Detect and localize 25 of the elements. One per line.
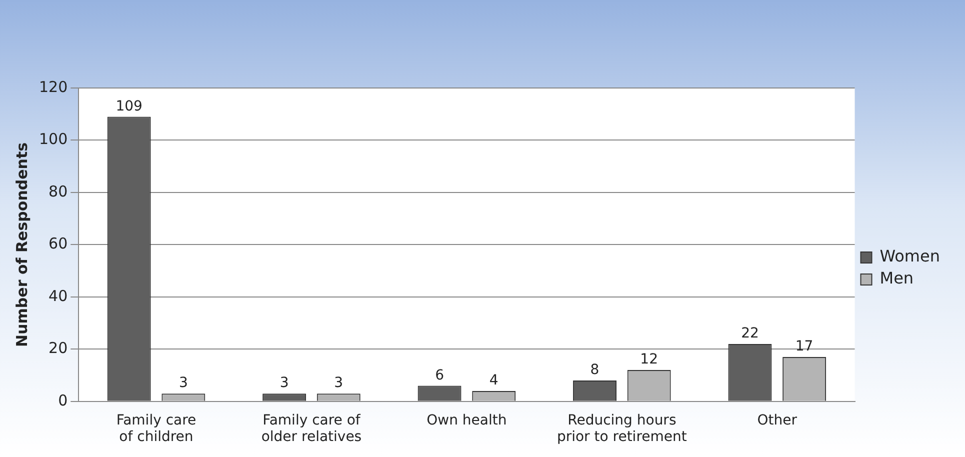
y-tick-label: 100 [38,130,68,148]
data-label: 8 [590,362,600,378]
y-tick-label: 80 [48,182,68,200]
x-tick-label: Family care of children [116,412,196,446]
y-axis-title: Number of Respondents [12,142,31,347]
x-tick-label: Reducing hours prior to retirement [556,412,688,446]
data-label: 17 [795,338,814,355]
y-tick-label: 60 [48,234,68,253]
x-tick-label: Other [757,412,798,428]
legend-label: Men [880,268,914,288]
data-label: 22 [741,326,759,342]
data-label: 3 [178,375,188,392]
data-label: 109 [116,98,142,114]
data-label: 4 [489,372,498,389]
x-tick-label: Own health [426,412,507,428]
data-label: 6 [435,367,444,384]
y-tick-label: 40 [48,286,68,305]
data-label: 3 [280,375,289,392]
data-label: 12 [640,352,658,368]
y-tick-label: 0 [58,391,68,410]
data-label: 3 [334,375,344,392]
y-tick-label: 120 [38,78,68,96]
legend-label: Women [880,246,940,266]
y-tick-label: 20 [48,339,68,358]
x-tick-label: Family care of older relatives [261,412,362,446]
